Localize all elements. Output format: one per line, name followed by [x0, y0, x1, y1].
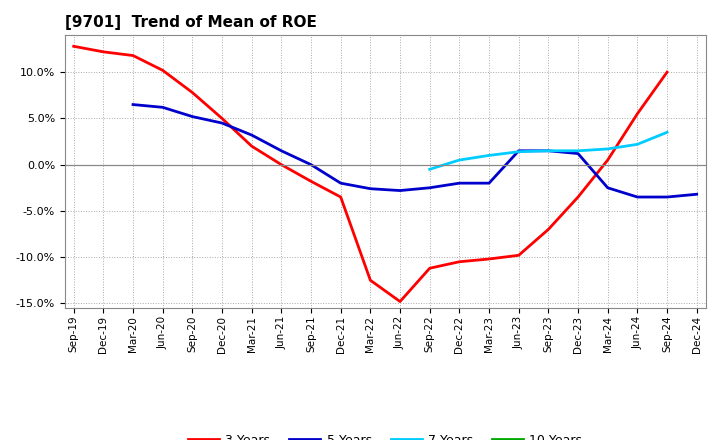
Line: 3 Years: 3 Years — [73, 46, 667, 301]
7 Years — [544, 148, 553, 154]
5 Years — [603, 185, 612, 191]
5 Years — [129, 102, 138, 107]
5 Years — [514, 148, 523, 154]
3 Years — [188, 90, 197, 95]
Text: [9701]  Trend of Mean of ROE: [9701] Trend of Mean of ROE — [65, 15, 317, 30]
3 Years — [366, 278, 374, 283]
5 Years — [633, 194, 642, 200]
3 Years — [158, 68, 167, 73]
5 Years — [336, 180, 345, 186]
5 Years — [426, 185, 434, 191]
3 Years — [514, 253, 523, 258]
5 Years — [544, 148, 553, 154]
5 Years — [366, 186, 374, 191]
5 Years — [277, 148, 286, 154]
5 Years — [574, 151, 582, 156]
7 Years — [455, 158, 464, 163]
3 Years — [248, 143, 256, 149]
3 Years — [574, 194, 582, 200]
Line: 7 Years: 7 Years — [430, 132, 667, 169]
5 Years — [307, 162, 315, 167]
3 Years — [99, 49, 108, 55]
3 Years — [426, 266, 434, 271]
5 Years — [396, 188, 405, 193]
Legend: 3 Years, 5 Years, 7 Years, 10 Years: 3 Years, 5 Years, 7 Years, 10 Years — [183, 429, 588, 440]
7 Years — [485, 153, 493, 158]
3 Years — [69, 44, 78, 49]
7 Years — [662, 130, 671, 135]
5 Years — [455, 180, 464, 186]
5 Years — [188, 114, 197, 119]
3 Years — [544, 227, 553, 232]
3 Years — [307, 179, 315, 184]
5 Years — [485, 180, 493, 186]
5 Years — [248, 132, 256, 138]
5 Years — [662, 194, 671, 200]
3 Years — [336, 194, 345, 200]
7 Years — [633, 142, 642, 147]
5 Years — [217, 121, 226, 126]
3 Years — [277, 162, 286, 167]
3 Years — [485, 257, 493, 262]
Line: 5 Years: 5 Years — [133, 105, 697, 197]
5 Years — [158, 105, 167, 110]
3 Years — [129, 53, 138, 58]
3 Years — [396, 299, 405, 304]
7 Years — [603, 147, 612, 152]
3 Years — [603, 158, 612, 163]
5 Years — [693, 191, 701, 197]
3 Years — [217, 116, 226, 121]
7 Years — [426, 167, 434, 172]
7 Years — [514, 149, 523, 154]
7 Years — [574, 148, 582, 154]
3 Years — [455, 259, 464, 264]
3 Years — [633, 111, 642, 117]
3 Years — [662, 70, 671, 75]
